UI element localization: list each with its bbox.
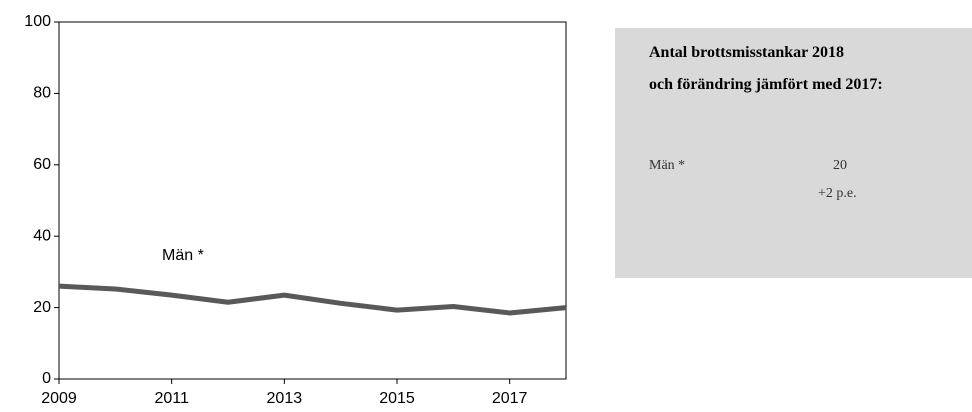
y-tick-label: 100 <box>24 13 51 30</box>
summary-value: 20 <box>833 158 847 173</box>
x-tick-label: 2013 <box>267 390 303 407</box>
y-tick-label: 0 <box>42 370 51 387</box>
x-tick-label: 2015 <box>379 390 415 407</box>
summary-title: Antal brottsmisstankar 2018 <box>649 44 844 61</box>
y-tick-label: 60 <box>33 156 51 173</box>
x-tick-label: 2011 <box>154 390 189 407</box>
plot-area <box>58 21 567 380</box>
y-tick-label: 40 <box>33 227 51 244</box>
x-tick-label: 2017 <box>492 390 528 407</box>
summary-panel: Antal brottsmisstankar 2018 och förändri… <box>615 28 972 278</box>
y-tick-label: 20 <box>33 299 51 316</box>
series-line <box>58 283 567 316</box>
y-tick-label: 80 <box>33 85 51 102</box>
series-label: Män * <box>162 247 204 264</box>
x-tick-label: 2009 <box>41 390 77 407</box>
summary-title: och förändring jämfört med 2017: <box>649 76 883 93</box>
summary-change: +2 p.e. <box>818 186 857 201</box>
summary-label: Män * <box>649 158 686 173</box>
